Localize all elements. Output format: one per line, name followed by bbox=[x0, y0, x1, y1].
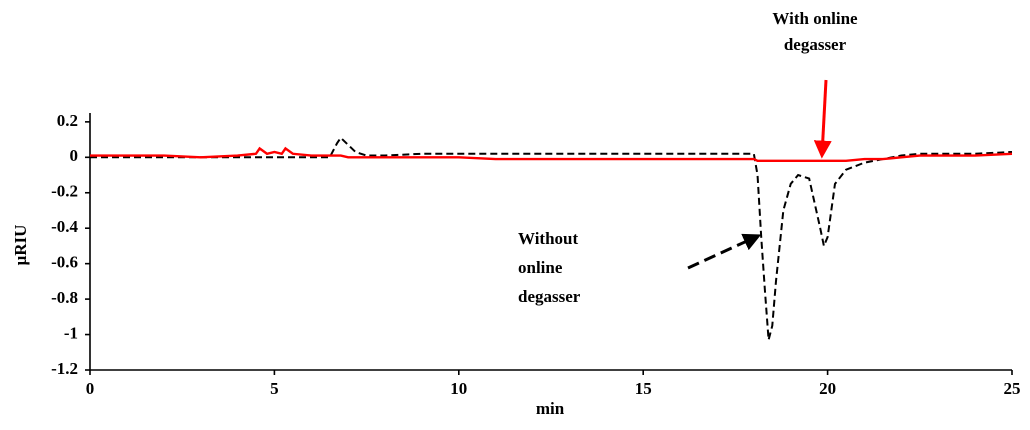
y-tick-label: -0.8 bbox=[51, 288, 78, 307]
annotation-arrow bbox=[687, 233, 762, 270]
y-tick-label: -0.4 bbox=[51, 217, 78, 236]
annotation: online bbox=[518, 258, 563, 277]
y-tick-label: 0.2 bbox=[57, 111, 78, 130]
y-tick-label: -0.6 bbox=[51, 253, 78, 272]
annotation: Without bbox=[518, 229, 578, 248]
annotation: With online bbox=[772, 9, 858, 28]
series-line bbox=[90, 146, 1013, 163]
x-tick-label: 15 bbox=[635, 379, 652, 398]
x-tick-label: 20 bbox=[819, 379, 836, 398]
annotation: degasser bbox=[784, 35, 847, 54]
x-axis-label: min bbox=[536, 399, 565, 418]
series-line bbox=[90, 136, 1013, 341]
y-axis-label: μRIU bbox=[11, 225, 30, 266]
x-tick-label: 5 bbox=[270, 379, 279, 398]
y-tick-label: -1.2 bbox=[51, 359, 78, 378]
y-tick-label: 0 bbox=[70, 146, 79, 165]
y-tick-label: -1 bbox=[64, 323, 78, 342]
annotation-arrow bbox=[813, 79, 832, 159]
x-tick-label: 25 bbox=[1004, 379, 1021, 398]
x-tick-label: 10 bbox=[450, 379, 467, 398]
y-tick-label: -0.2 bbox=[51, 182, 78, 201]
x-tick-label: 0 bbox=[86, 379, 95, 398]
annotation: degasser bbox=[518, 287, 581, 306]
